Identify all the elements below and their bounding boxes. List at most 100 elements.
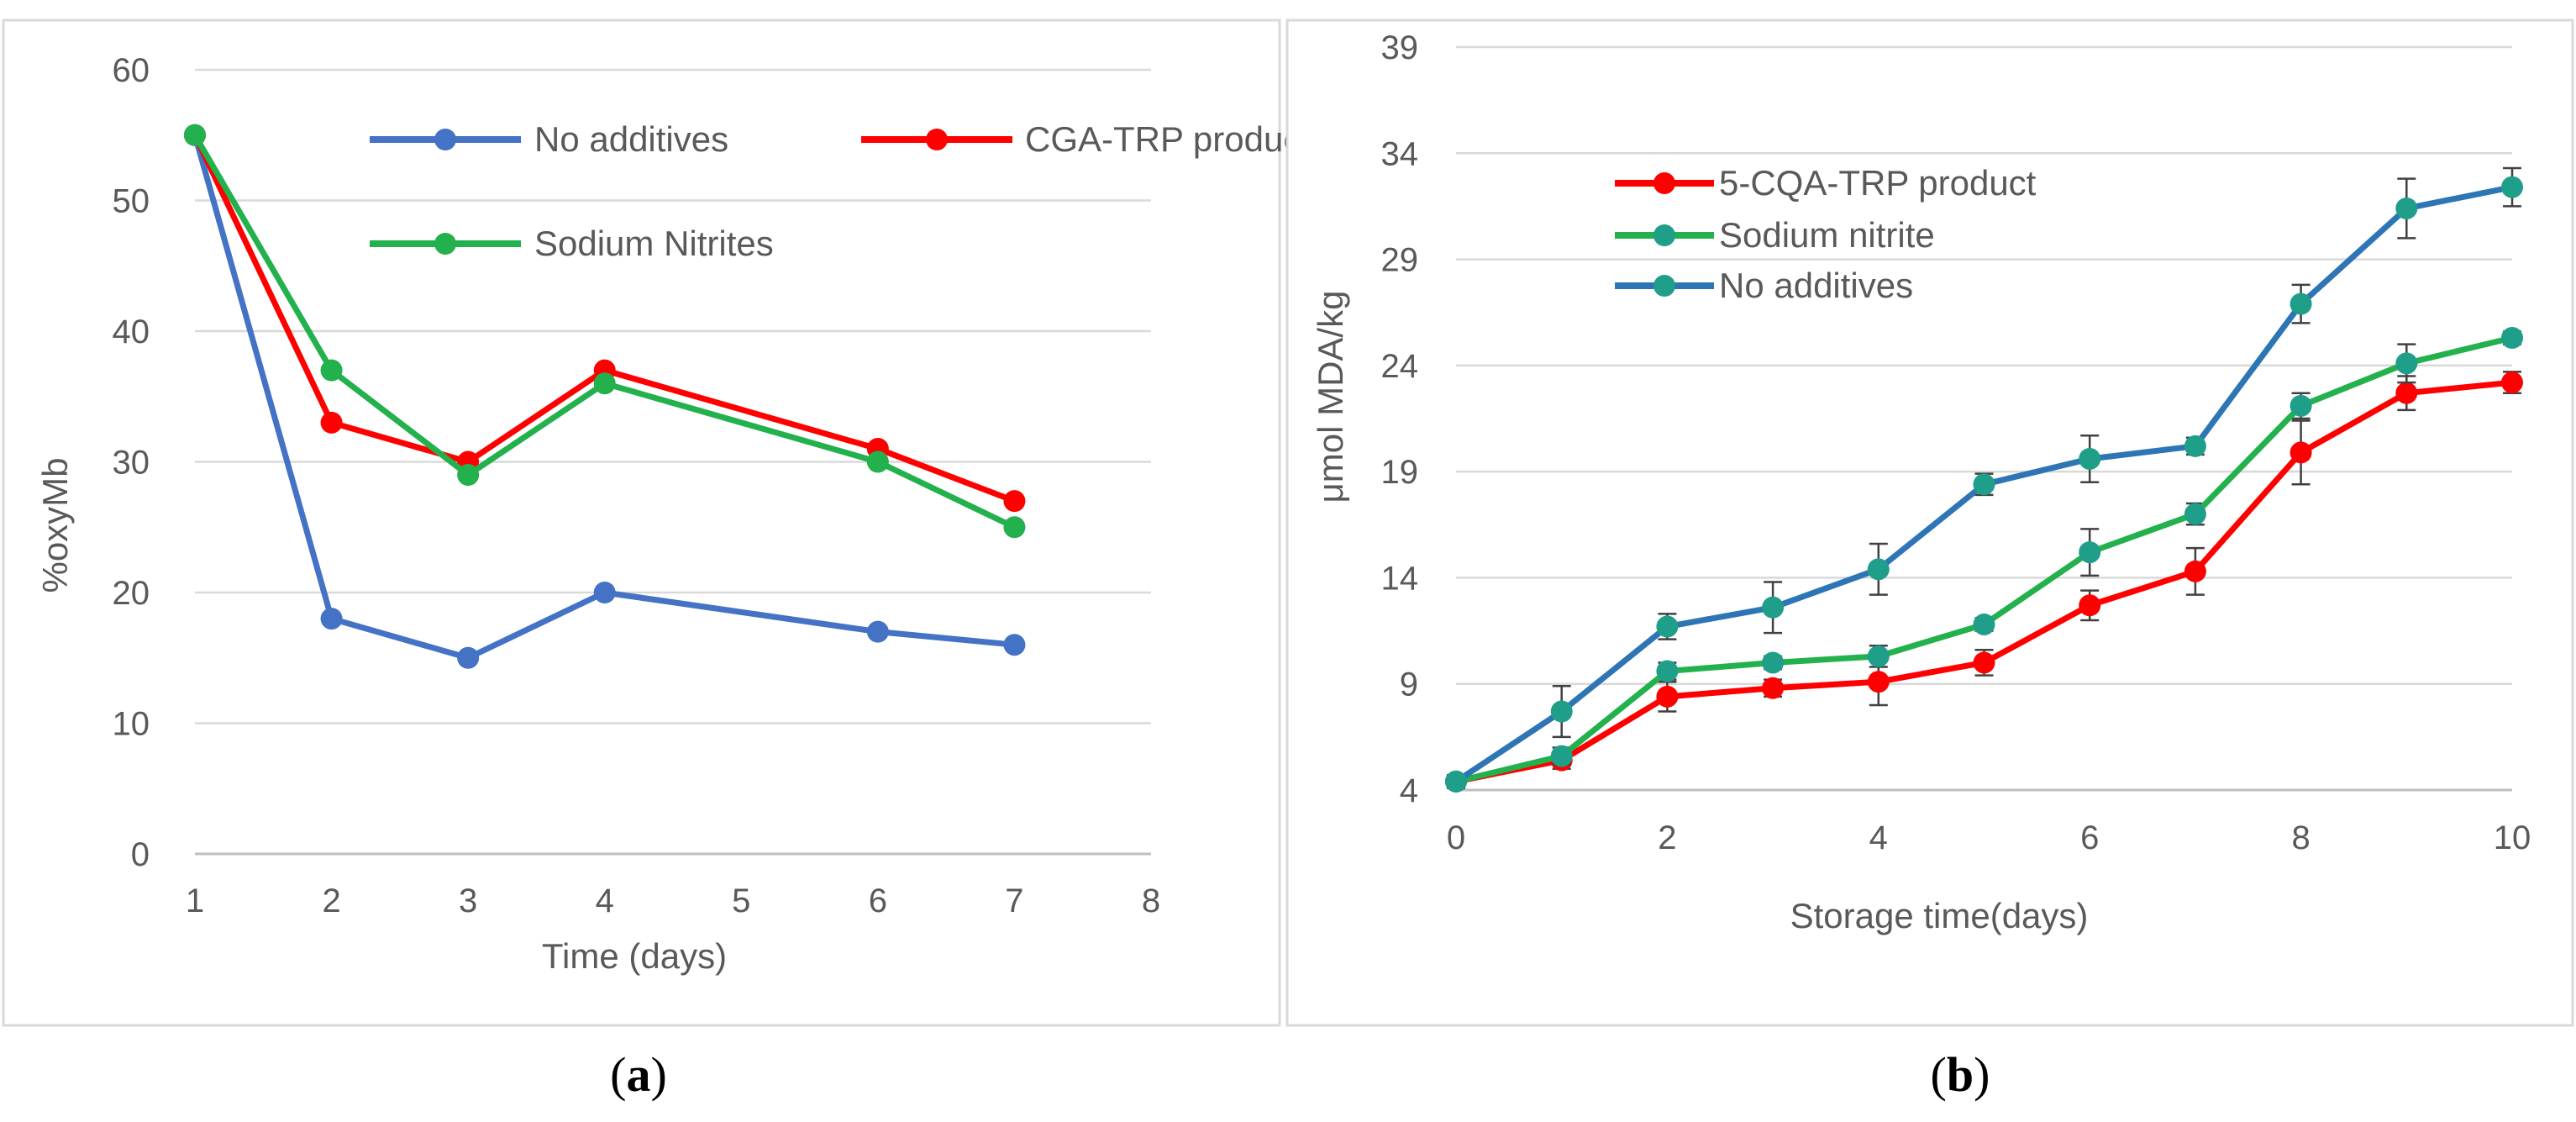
chart-b-series-no-additives	[1445, 166, 2523, 793]
chart-b-frame	[1285, 18, 2574, 1027]
data-point	[1003, 516, 1026, 539]
chart-a-x-tick-5: 5	[732, 882, 750, 919]
chart-a-x-tick-labels: 1 2 3 4 5 6 7 8	[186, 882, 1160, 919]
chart-a-y-axis-title: %oxyMb	[35, 457, 75, 593]
chart-b-x-tick-10: 10	[2494, 819, 2531, 856]
chart-a-y-tick-10: 10	[113, 706, 150, 743]
data-point	[2079, 541, 2101, 564]
chart-b-x-tick-4: 4	[1869, 819, 1888, 856]
chart-b-y-tick-19: 19	[1381, 454, 1419, 491]
chart-a-legend: No additives CGA-TRP product Sodium Nitr…	[370, 119, 1311, 263]
data-point	[320, 411, 343, 434]
chart-b-x-tick-2: 2	[1658, 819, 1676, 856]
chart-b-x-axis-title: Storage time(days)	[1790, 896, 2089, 935]
data-point	[2395, 352, 2418, 375]
chart-b-x-tick-8: 8	[2291, 819, 2310, 856]
data-point	[320, 359, 343, 382]
data-point	[1003, 634, 1026, 656]
data-point	[2501, 176, 2523, 198]
chart-b-y-tick-34: 34	[1381, 135, 1419, 172]
data-point	[2184, 503, 2206, 525]
legend-swatch-marker	[1653, 224, 1675, 246]
chart-a-frame	[2, 18, 1281, 1027]
legend-label-sodium-nitrite: Sodium nitrite	[1719, 215, 1935, 255]
chart-b-y-tick-4: 4	[1400, 772, 1418, 809]
chart-a-series	[184, 124, 1026, 669]
chart-a-x-axis-title: Time (days)	[542, 936, 727, 976]
chart-a-x-tick-8: 8	[1142, 882, 1160, 919]
data-point	[1762, 596, 1785, 619]
chart-b-y-tick-39: 39	[1381, 29, 1419, 66]
data-point	[1003, 490, 1026, 513]
legend-label-cga-trp-product: CGA-TRP product	[1025, 119, 1311, 159]
panel-label-b: (b)	[1931, 1047, 1990, 1102]
data-point	[1550, 745, 1573, 767]
chart-a-y-tick-0: 0	[131, 836, 150, 873]
data-point	[1762, 677, 1785, 699]
chart-b-x-tick-6: 6	[2080, 819, 2099, 856]
data-point	[2501, 327, 2523, 350]
chart-a-y-tick-60: 60	[113, 52, 150, 89]
data-point	[2289, 394, 2312, 417]
chart-a-series-sodium-nitrites	[184, 124, 1026, 539]
data-point	[1973, 651, 1995, 674]
legend-entry-sodium-nitrites: Sodium Nitrites	[370, 224, 774, 263]
data-point	[457, 464, 480, 487]
data-point	[1867, 645, 1890, 667]
data-point	[1762, 651, 1785, 674]
chart-a-x-tick-3: 3	[459, 882, 477, 919]
data-point	[184, 124, 206, 146]
chart-b-y-axis-title: μmol MDA/kg	[1311, 291, 1350, 503]
legend-label-sodium-nitrites: Sodium Nitrites	[534, 224, 774, 263]
chart-b-y-tick-24: 24	[1381, 348, 1419, 385]
chart-a-y-tick-30: 30	[113, 445, 150, 482]
chart-b-x-tick-labels: 0 2 4 6 8 10	[1447, 819, 2531, 856]
legend-entry-cga-trp-product: CGA-TRP product	[861, 119, 1311, 159]
legend-swatch-marker	[926, 129, 948, 150]
chart-a-x-tick-2: 2	[322, 882, 340, 919]
legend-entry-sodium-nitrite: Sodium nitrite	[1615, 215, 1935, 255]
legend-entry-no-additives-b: No additives	[1615, 266, 1913, 305]
legend-swatch-marker	[1653, 172, 1675, 194]
data-point	[2289, 441, 2312, 464]
chart-a-x-tick-4: 4	[596, 882, 614, 919]
chart-a: 0 10 20 30 40 50 60 1 2 3 4 5 6 7 8 No additives CGA-…	[2, 18, 1311, 1027]
legend-swatch-marker	[434, 129, 456, 150]
chart-b-y-tick-29: 29	[1381, 242, 1419, 279]
data-point	[1973, 613, 1995, 635]
chart-a-y-tick-20: 20	[113, 575, 150, 612]
series-line-no-additives	[192, 134, 1015, 661]
chart-a-y-tick-50: 50	[113, 183, 150, 220]
chart-a-gridlines	[195, 68, 1151, 724]
data-point	[1656, 615, 1679, 638]
data-point	[2079, 594, 2101, 617]
chart-b-legend: 5-CQA-TRP product Sodium nitrite No addi…	[1615, 163, 2037, 305]
data-point	[866, 450, 889, 473]
chart-b-series-sodium-nitrite	[1445, 327, 2523, 793]
data-point	[1656, 685, 1679, 708]
chart-b-x-tick-0: 0	[1447, 819, 1465, 856]
data-point	[320, 608, 343, 630]
data-point	[2501, 371, 2523, 394]
data-point	[2395, 382, 2418, 404]
legend-entry-no-additives: No additives	[370, 119, 728, 159]
chart-b-gridlines	[1456, 45, 2512, 685]
panel-label-a-letter: a	[627, 1047, 651, 1102]
data-point	[2079, 447, 2101, 470]
chart-a-x-tick-1: 1	[186, 882, 204, 919]
data-point	[1973, 473, 1995, 496]
chart-a-y-tick-labels: 0 10 20 30 40 50 60	[113, 52, 150, 873]
chart-b-y-tick-14: 14	[1381, 560, 1419, 597]
data-point	[2289, 292, 2312, 315]
data-point	[1445, 770, 1467, 793]
legend-label-5-cqa-trp-product: 5-CQA-TRP product	[1719, 163, 2037, 203]
legend-label-no-additives-b: No additives	[1719, 266, 1913, 305]
chart-a-y-tick-40: 40	[113, 313, 150, 350]
data-point	[593, 372, 616, 395]
data-point	[1867, 558, 1890, 581]
chart-a-x-tick-6: 6	[869, 882, 887, 919]
series-line-sodium-nitrites	[192, 133, 1016, 530]
panel-label-a: (a)	[610, 1047, 667, 1102]
